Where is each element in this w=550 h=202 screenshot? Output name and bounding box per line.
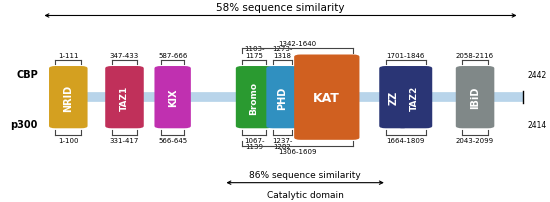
FancyBboxPatch shape — [155, 67, 191, 129]
Text: 2058-2116: 2058-2116 — [456, 53, 494, 58]
Text: ZZ: ZZ — [389, 90, 399, 105]
FancyBboxPatch shape — [456, 67, 494, 129]
Text: 2043-2099: 2043-2099 — [456, 137, 494, 143]
Text: 1-100: 1-100 — [58, 137, 79, 143]
Text: Catalytic domain: Catalytic domain — [267, 190, 344, 199]
Text: 1273-
1318: 1273- 1318 — [272, 46, 293, 58]
Text: KAT: KAT — [314, 91, 340, 104]
Text: 1-111: 1-111 — [58, 53, 79, 58]
FancyBboxPatch shape — [49, 67, 87, 129]
Text: 86% sequence similarity: 86% sequence similarity — [249, 170, 361, 179]
Text: 2442: 2442 — [527, 70, 547, 79]
Text: IBiD: IBiD — [470, 86, 480, 109]
Text: CBP: CBP — [16, 70, 38, 80]
Text: 1701-1846: 1701-1846 — [387, 53, 425, 58]
FancyBboxPatch shape — [266, 67, 299, 129]
Text: 58% sequence similarity: 58% sequence similarity — [216, 3, 345, 13]
FancyBboxPatch shape — [236, 67, 272, 129]
Text: 347-433: 347-433 — [110, 53, 139, 58]
Text: 566-645: 566-645 — [158, 137, 187, 143]
FancyBboxPatch shape — [294, 55, 360, 140]
Text: 1306-1609: 1306-1609 — [278, 148, 317, 154]
Text: 1664-1809: 1664-1809 — [387, 137, 425, 143]
Text: p300: p300 — [10, 119, 38, 129]
Text: 1342-1640: 1342-1640 — [278, 41, 317, 47]
Text: 1103-
1175: 1103- 1175 — [244, 46, 264, 58]
Text: PHD: PHD — [277, 86, 288, 109]
Text: 587-666: 587-666 — [158, 53, 188, 58]
FancyBboxPatch shape — [397, 67, 432, 129]
Text: 2414: 2414 — [527, 120, 547, 129]
Text: TAZ2: TAZ2 — [410, 85, 419, 110]
Text: NRID: NRID — [63, 84, 73, 111]
Text: 1237-
1282: 1237- 1282 — [272, 137, 293, 149]
Text: TAZ1: TAZ1 — [120, 85, 129, 110]
FancyBboxPatch shape — [105, 67, 144, 129]
Text: KIX: KIX — [168, 88, 178, 107]
Text: 331-417: 331-417 — [110, 137, 139, 143]
Text: 1067-
1139: 1067- 1139 — [244, 137, 264, 149]
Text: Bromo: Bromo — [250, 81, 258, 114]
FancyBboxPatch shape — [379, 67, 408, 129]
